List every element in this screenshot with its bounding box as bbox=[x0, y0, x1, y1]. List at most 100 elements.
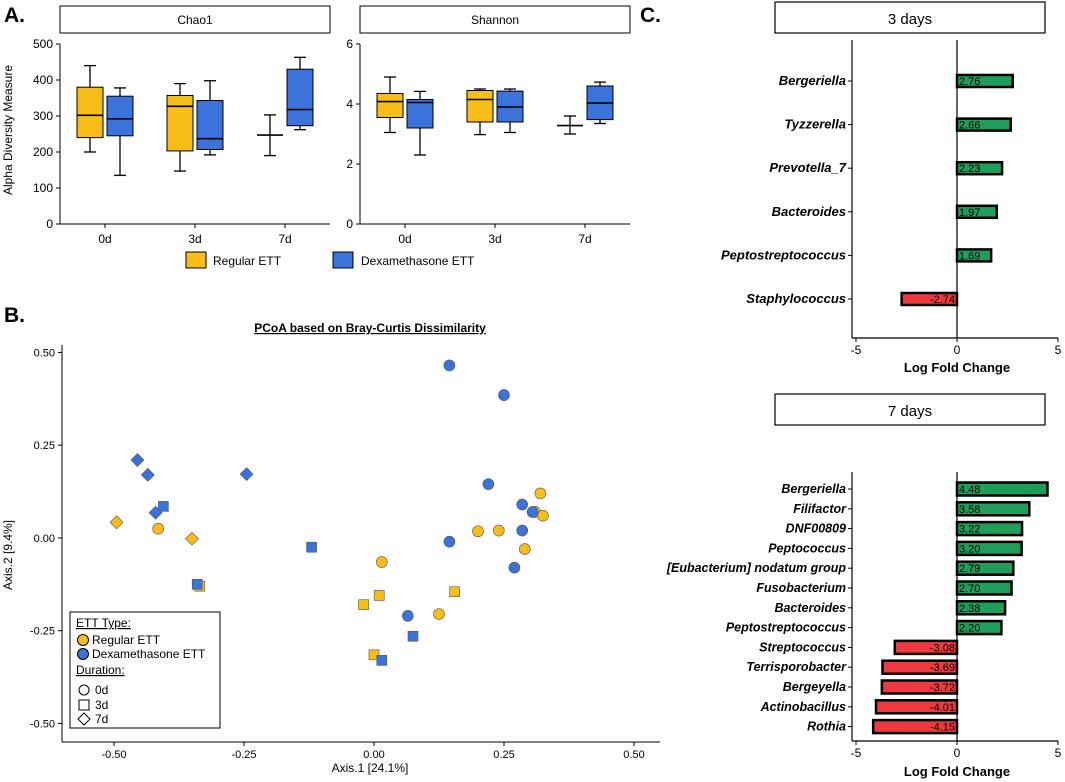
box-iqr bbox=[286, 68, 314, 127]
box-regular-3d bbox=[166, 82, 194, 172]
lfc-bar bbox=[955, 560, 1015, 576]
pcoa-y-tick-label: 0.50 bbox=[34, 347, 55, 359]
pcoa-point-dexa-3d bbox=[306, 541, 317, 553]
lfc-value-label: 2.20 bbox=[959, 623, 980, 635]
y-tick-label: 0 bbox=[346, 217, 353, 231]
x-tick-label: 0d bbox=[398, 232, 411, 246]
pcoa-x-tick-label: -0.50 bbox=[101, 749, 126, 761]
lfc-category-label: Terrisporobacter bbox=[746, 660, 847, 674]
chao1-plot: 0 100 200 300 400 500 0d 3d 7d bbox=[33, 37, 330, 246]
pcoa-point-dexa-0d bbox=[401, 610, 414, 622]
lfc-7d-title: 7 days bbox=[888, 403, 932, 420]
lfc-value-label: 3.58 bbox=[959, 504, 980, 516]
pcoa-x-tick-label: 0.00 bbox=[363, 749, 384, 761]
pcoa-ylabel: Axis.2 [9.4%] bbox=[1, 520, 15, 590]
lfc-bar bbox=[955, 520, 1024, 537]
x-tick-label: 0d bbox=[98, 232, 111, 246]
pcoa-legend-box bbox=[69, 611, 221, 729]
y-tick-label: 0 bbox=[46, 217, 53, 231]
legend-0d-marker bbox=[78, 684, 90, 696]
lfc-value-label: 2.38 bbox=[959, 603, 980, 615]
lfc-x-tick-label: -5 bbox=[851, 746, 862, 760]
pcoa-point-regular-0d bbox=[375, 556, 388, 568]
y-tick-label: 500 bbox=[33, 37, 53, 51]
lfc-value-label: -4.15 bbox=[930, 722, 955, 734]
lfc-bar bbox=[955, 540, 1023, 557]
pcoa-point-dexa-0d bbox=[508, 561, 521, 574]
box-iqr bbox=[76, 86, 104, 139]
box-regular-3d bbox=[466, 88, 494, 136]
lfc-x-tick-label: 0 bbox=[954, 343, 961, 357]
box-dexa-0d bbox=[406, 90, 434, 156]
legend-dexa-label: Dexamethasone ETT bbox=[361, 254, 475, 268]
lfc-value-label: -4.01 bbox=[930, 702, 955, 714]
legend-type-title: ETT Type: bbox=[76, 616, 131, 630]
pcoa-point-dexa-7d bbox=[140, 467, 155, 482]
lfc-category-label: DNF00809 bbox=[786, 522, 846, 536]
lfc-category-label: Prevotella_7 bbox=[769, 160, 846, 175]
legend-7d-text: 7d bbox=[95, 712, 108, 726]
legend-3d-marker bbox=[78, 699, 90, 711]
panel-label-a: A. bbox=[4, 4, 25, 27]
lfc-value-label: 4.48 bbox=[959, 484, 980, 496]
legend-regular-label: Regular ETT bbox=[213, 254, 282, 268]
box-iqr bbox=[166, 94, 194, 152]
box-iqr bbox=[466, 90, 494, 123]
box-dexa-0d bbox=[106, 87, 134, 177]
pcoa-point-dexa-3d bbox=[158, 501, 169, 512]
lfc-category-label: Staphylococcus bbox=[746, 291, 846, 306]
lfc-bar bbox=[880, 679, 959, 695]
pcoa-title: PCoA based on Bray-Curtis Dissimilarity bbox=[254, 321, 486, 335]
box-dexa-7d bbox=[586, 81, 614, 125]
lfc-category-label: Bergeyella bbox=[783, 680, 846, 694]
lfc-value-label: -3.08 bbox=[930, 642, 955, 654]
lfc-bar bbox=[871, 718, 959, 735]
pcoa-point-regular-3d bbox=[358, 599, 369, 611]
y-tick-label: 2 bbox=[346, 157, 353, 171]
legend-regular-swatch bbox=[185, 251, 207, 269]
legend-7d-marker bbox=[77, 712, 91, 726]
lfc-bar bbox=[900, 291, 959, 307]
pcoa-point-regular-3d bbox=[368, 649, 380, 661]
pcoa-y-tick-label: 0.00 bbox=[34, 533, 55, 545]
lfc-7d-title-box bbox=[774, 393, 1046, 426]
y-tick-label: 200 bbox=[33, 145, 53, 159]
box-regular-0d bbox=[76, 64, 104, 153]
y-tick-label: 300 bbox=[33, 109, 53, 123]
lfc-3d-plot: -5 0 5 Bergeriella 2.76 Tyzzerella 2.66 Prevote… bbox=[721, 40, 1062, 357]
lfc-category-label: Bacteroides bbox=[774, 601, 846, 615]
pcoa-point-dexa-3d bbox=[191, 579, 203, 590]
x-tick-label: 3d bbox=[188, 232, 201, 246]
lfc-bar bbox=[955, 619, 1003, 636]
lfc-category-label: Peptostreptococcus bbox=[726, 621, 846, 635]
lfc-bar bbox=[955, 117, 1012, 132]
y-tick-label: 400 bbox=[33, 73, 53, 87]
lfc-category-label: Fusobacterium bbox=[756, 581, 846, 595]
pcoa-point-regular-0d bbox=[152, 522, 164, 535]
lfc-3d-title-box bbox=[774, 1, 1046, 34]
pcoa-point-dexa-0d bbox=[443, 535, 456, 548]
lfc-x-tick-label: 5 bbox=[1055, 746, 1062, 760]
pcoa-y-tick-label: -0.50 bbox=[30, 718, 55, 730]
pcoa-x-tick-label: -0.25 bbox=[231, 749, 256, 761]
shannon-title-box bbox=[359, 5, 631, 34]
lfc-value-label: 1.97 bbox=[959, 207, 980, 219]
legend-dexa-swatch bbox=[332, 251, 354, 269]
pcoa-point-regular-0d bbox=[433, 608, 445, 620]
lfc-value-label: -2.74 bbox=[930, 294, 955, 306]
lfc-category-label: Peptococcus bbox=[768, 541, 846, 555]
shannon-plot: 0 2 4 6 0d 3d 7d bbox=[346, 37, 630, 246]
pcoa-point-regular-0d bbox=[492, 524, 505, 537]
pcoa-point-regular-7d bbox=[109, 515, 124, 530]
lfc-3d-xlabel: Log Fold Change bbox=[904, 360, 1010, 375]
pcoa-point-dexa-7d bbox=[130, 453, 145, 467]
lfc-7d-plot: -5 0 5 Bergeriella 4.48 Filifactor 3.58 DNF0080… bbox=[666, 472, 1062, 760]
box-regular-7d bbox=[257, 114, 283, 157]
lfc-bar bbox=[955, 481, 1049, 497]
pcoa-point-dexa-7d bbox=[239, 467, 254, 482]
lfc-value-label: 1.69 bbox=[959, 250, 980, 262]
pcoa-plot: -0.50 -0.25 0.00 0.25 0.50 -0.50 -0.25 0.00 0.25… bbox=[30, 345, 660, 761]
legend-regular-text: Regular ETT bbox=[92, 633, 161, 647]
lfc-bar bbox=[955, 600, 1007, 616]
pcoa-point-dexa-0d bbox=[526, 506, 539, 518]
